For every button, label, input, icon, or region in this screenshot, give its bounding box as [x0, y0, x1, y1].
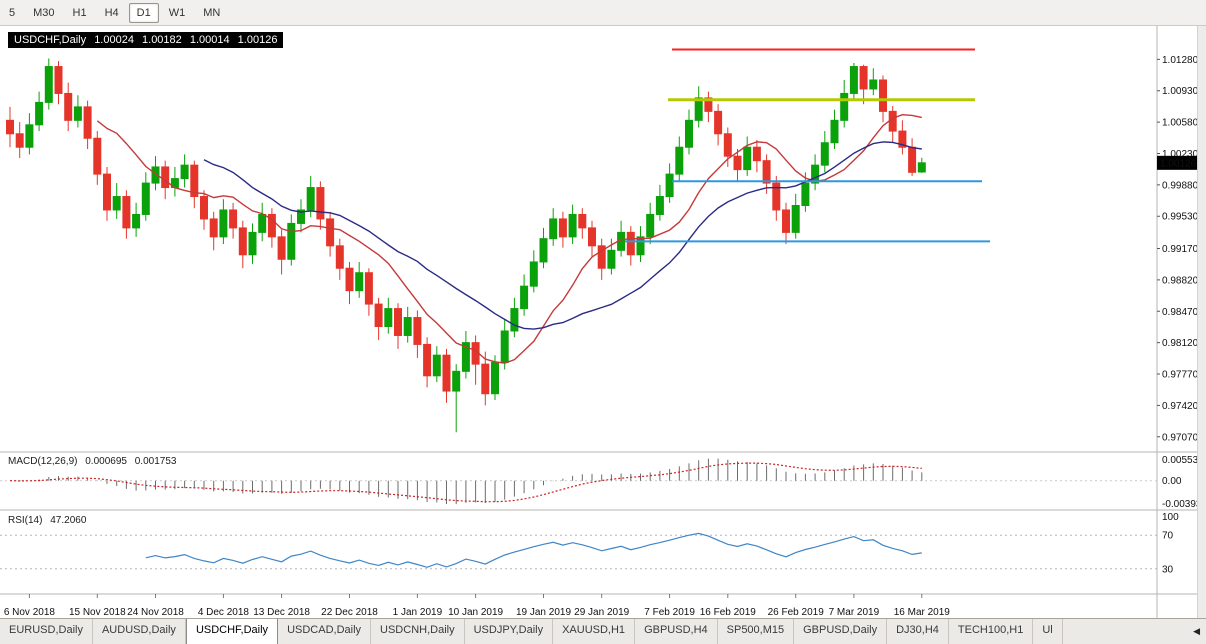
svg-text:0.005534: 0.005534	[1162, 455, 1204, 466]
tab-scroll-left-icon[interactable]: ◀	[1193, 626, 1200, 636]
rsi-layer	[0, 532, 1157, 570]
timeframe-button-W1[interactable]: W1	[168, 6, 186, 19]
svg-text:70: 70	[1162, 531, 1174, 542]
svg-text:29 Jan 2019: 29 Jan 2019	[574, 607, 629, 618]
chart-tab-audusd-daily[interactable]: AUDUSD,Daily	[93, 619, 186, 644]
svg-text:0.97770: 0.97770	[1162, 370, 1199, 381]
current-price-badge: 1.00126	[1157, 155, 1198, 170]
svg-text:1.01280: 1.01280	[1162, 55, 1199, 66]
svg-text:19 Jan 2019: 19 Jan 2019	[516, 607, 571, 618]
svg-text:0.98820: 0.98820	[1162, 275, 1199, 286]
vertical-scrollbar[interactable]	[1197, 26, 1206, 618]
svg-text:0.99880: 0.99880	[1162, 180, 1199, 191]
chart-tab-gbpusd-daily[interactable]: GBPUSD,Daily	[794, 619, 888, 644]
macd-name: MACD(12,26,9)	[8, 456, 78, 467]
macd-main-value: 0.000695	[85, 456, 127, 467]
price-axis: 1.01280 1.00930 1.00580 1.00230 0.99880 0.995…	[1157, 55, 1199, 443]
horizontal-lines-layer	[625, 48, 990, 243]
macd-axis: 0.005534 0.00 -0.00393	[1162, 455, 1204, 510]
svg-text:0.97070: 0.97070	[1162, 432, 1199, 443]
symbol-tabbar: EURUSD,Daily AUDUSD,Daily USDCHF,Daily USDC…	[0, 618, 1206, 644]
svg-text:1.00230: 1.00230	[1162, 149, 1199, 160]
chart-tab-usdchf-daily[interactable]: USDCHF,Daily	[185, 619, 279, 644]
date-axis: 6 Nov 2018 15 Nov 2018 24 Nov 2018 4 Dec 20…	[4, 594, 950, 618]
svg-text:7 Mar 2019: 7 Mar 2019	[829, 607, 880, 618]
svg-text:24 Nov 2018: 24 Nov 2018	[127, 607, 184, 618]
svg-text:13 Dec 2018: 13 Dec 2018	[253, 607, 310, 618]
chart-canvas[interactable]: 1.01280 1.00930 1.00580 1.00230 0.99880 0.995…	[0, 26, 1206, 618]
svg-text:0.98470: 0.98470	[1162, 307, 1199, 318]
svg-text:0.99170: 0.99170	[1162, 244, 1199, 255]
chart-tab-eurusd-daily[interactable]: EURUSD,Daily	[0, 619, 93, 644]
macd-layer	[0, 458, 1157, 505]
chart-tab-dj30-h4[interactable]: DJ30,H4	[887, 619, 949, 644]
svg-text:-0.00393: -0.00393	[1162, 499, 1202, 510]
pane-separators	[0, 26, 1206, 618]
chart-tab-xauusd-h1[interactable]: XAUUSD,H1	[553, 619, 636, 644]
svg-text:1.00580: 1.00580	[1162, 118, 1199, 129]
svg-text:0.98120: 0.98120	[1162, 338, 1199, 349]
macd-signal-value: 0.001753	[134, 456, 177, 467]
svg-text:0.99530: 0.99530	[1162, 212, 1199, 223]
svg-text:30: 30	[1162, 564, 1174, 575]
svg-text:100: 100	[1162, 512, 1179, 523]
bar-low-value: 1.00014	[189, 34, 230, 46]
timeframe-button-MN[interactable]: MN	[203, 6, 221, 19]
chart-tab-ul[interactable]: Ul	[1033, 619, 1063, 644]
svg-text:4 Dec 2018: 4 Dec 2018	[198, 607, 250, 618]
svg-text:10 Jan 2019: 10 Jan 2019	[448, 607, 503, 618]
macd-indicator-label: MACD(12,26,9) 0.000695 0.001753	[8, 456, 181, 467]
bar-high-value: 1.00182	[142, 34, 182, 46]
rsi-axis: 100 70 30	[1162, 512, 1179, 575]
chart-tab-usdcnh-daily[interactable]: USDCNH,Daily	[371, 619, 465, 644]
svg-text:22 Dec 2018: 22 Dec 2018	[321, 607, 378, 618]
timeframe-button-5[interactable]: 5	[9, 6, 16, 19]
svg-text:16 Mar 2019: 16 Mar 2019	[894, 607, 951, 618]
rsi-name: RSI(14)	[8, 515, 43, 526]
chart-ohlc-title: USDCHF,Daily 1.00024 1.00182 1.00014 1.0…	[8, 32, 284, 48]
svg-text:1.00930: 1.00930	[1162, 86, 1199, 97]
chart-window: 1.01280 1.00930 1.00580 1.00230 0.99880 0.995…	[0, 26, 1206, 618]
rsi-indicator-label: RSI(14) 47.2060	[8, 515, 91, 526]
svg-text:0.97420: 0.97420	[1162, 401, 1199, 412]
moving-averages-layer	[96, 113, 922, 364]
rsi-value: 47.2060	[50, 515, 87, 526]
timeframe-button-H4[interactable]: H4	[104, 6, 119, 19]
svg-text:15 Nov 2018: 15 Nov 2018	[69, 607, 126, 618]
svg-text:1.00126: 1.00126	[1160, 158, 1197, 169]
timeframe-toolbar: 5 M30 H1 H4 D1 W1 MN	[0, 0, 1206, 26]
svg-text:7 Feb 2019: 7 Feb 2019	[644, 607, 695, 618]
chart-symbol-period: USDCHF,Daily	[14, 34, 87, 46]
bar-close-value: 1.00126	[237, 34, 278, 46]
chart-tab-gbpusd-h4[interactable]: GBPUSD,H4	[635, 619, 718, 644]
candles-layer	[6, 58, 926, 433]
svg-text:6 Nov 2018: 6 Nov 2018	[4, 607, 56, 618]
chart-tab-usdcad-daily[interactable]: USDCAD,Daily	[278, 619, 372, 644]
svg-text:26 Feb 2019: 26 Feb 2019	[768, 607, 825, 618]
bar-open-value: 1.00024	[94, 34, 134, 46]
svg-text:0.00: 0.00	[1162, 476, 1182, 487]
timeframe-button-H1[interactable]: H1	[72, 6, 87, 19]
svg-text:16 Feb 2019: 16 Feb 2019	[700, 607, 757, 618]
svg-text:1 Jan 2019: 1 Jan 2019	[393, 607, 443, 618]
timeframe-button-D1[interactable]: D1	[128, 2, 159, 23]
chart-tab-usdjpy-daily[interactable]: USDJPY,Daily	[465, 619, 554, 644]
chart-tab-sp500-m15[interactable]: SP500,M15	[718, 619, 795, 644]
chart-tab-tech100-h1[interactable]: TECH100,H1	[949, 619, 1034, 644]
timeframe-button-M30[interactable]: M30	[33, 6, 55, 19]
